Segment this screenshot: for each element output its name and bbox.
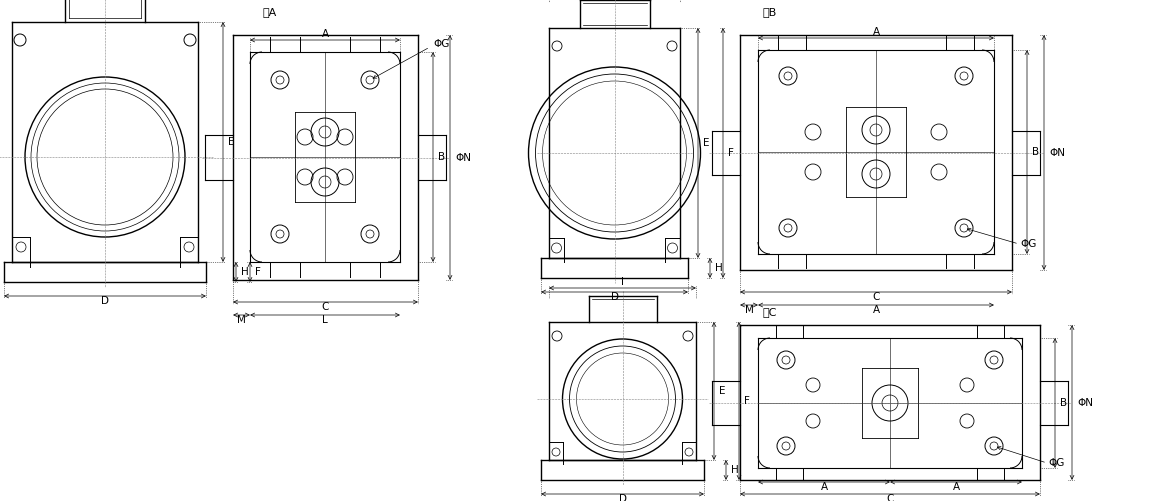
Text: 图A: 图A	[263, 7, 278, 17]
Text: A: A	[321, 29, 328, 39]
Text: 图B: 图B	[763, 7, 777, 17]
Text: F: F	[728, 148, 734, 158]
Text: A: A	[953, 482, 960, 492]
Text: D: D	[619, 494, 627, 501]
Text: B: B	[437, 152, 446, 162]
Text: C: C	[873, 292, 880, 302]
Text: H: H	[241, 267, 249, 277]
Text: 图C: 图C	[763, 307, 777, 317]
Text: I: I	[621, 277, 624, 287]
Text: C: C	[322, 302, 329, 312]
Text: ΦN: ΦN	[1049, 147, 1065, 157]
Text: D: D	[610, 292, 619, 302]
Text: H: H	[715, 263, 723, 273]
Text: A: A	[821, 482, 828, 492]
Text: E: E	[719, 386, 726, 396]
Text: ΦN: ΦN	[1077, 397, 1093, 407]
Text: E: E	[703, 138, 709, 148]
Text: C: C	[887, 494, 894, 501]
Text: ΦN: ΦN	[455, 152, 472, 162]
Text: B: B	[1060, 398, 1067, 408]
Text: M: M	[744, 305, 754, 315]
Text: F: F	[744, 396, 750, 406]
Text: ΦG: ΦG	[433, 39, 449, 49]
Text: E: E	[228, 137, 234, 147]
Text: A: A	[873, 305, 880, 315]
Text: F: F	[255, 267, 261, 277]
Text: ΦG: ΦG	[1048, 458, 1064, 468]
Text: ΦG: ΦG	[1020, 239, 1036, 249]
Text: H: H	[731, 465, 739, 475]
Text: M: M	[238, 315, 246, 325]
Text: L: L	[322, 315, 328, 325]
Text: B: B	[1033, 147, 1040, 157]
Text: A: A	[873, 27, 880, 37]
Text: D: D	[101, 296, 109, 306]
